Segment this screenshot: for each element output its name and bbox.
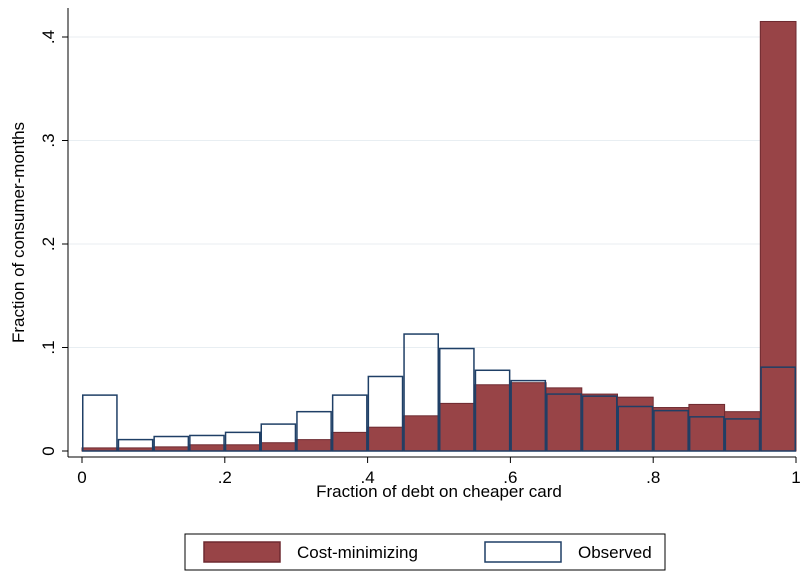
tick-marks: 0 .2 .4 .6 .8 1 0 .1 .2 .3 .4	[39, 30, 801, 487]
x-tick-label: .4	[361, 468, 375, 487]
bar-observed	[760, 366, 796, 452]
y-tick-label: 0	[39, 446, 58, 455]
y-tick-label: .1	[39, 340, 58, 354]
bar-cost-minimizing	[331, 431, 369, 452]
bar-cost-minimizing	[545, 387, 583, 452]
cost-minimizing-bars	[81, 20, 797, 452]
bar-observed	[260, 423, 297, 452]
bar-observed	[439, 347, 475, 452]
legend-swatch-observed	[484, 541, 562, 563]
bar-observed	[653, 409, 689, 452]
bar-observed	[474, 369, 511, 452]
bar-observed	[688, 416, 725, 452]
bar-observed	[296, 410, 332, 452]
bar-cost-minimizing	[759, 20, 797, 452]
bar-observed	[724, 418, 761, 452]
x-tick-label: 1	[791, 468, 800, 487]
bar-cost-minimizing	[688, 403, 726, 452]
bar-cost-minimizing	[295, 439, 333, 452]
y-tick-label: .3	[39, 133, 58, 147]
bar-cost-minimizing	[188, 444, 226, 452]
legend-swatch-cost-minimizing	[203, 541, 281, 563]
bar-observed	[581, 395, 618, 452]
grid-lines	[69, 36, 796, 348]
bar-observed	[117, 438, 154, 452]
x-tick-label: .8	[646, 468, 660, 487]
axes	[67, 8, 796, 458]
bar-observed	[331, 394, 368, 452]
bar-observed	[403, 333, 439, 452]
bar-observed	[189, 434, 225, 452]
bar-cost-minimizing	[224, 444, 262, 452]
bar-observed	[82, 394, 118, 452]
bar-observed	[546, 393, 582, 452]
bar-cost-minimizing	[509, 382, 547, 452]
bar-cost-minimizing	[617, 396, 654, 452]
legend-label-cost-minimizing: Cost-minimizing	[297, 543, 418, 562]
legend-label-observed: Observed	[578, 543, 652, 562]
bar-observed	[153, 435, 190, 452]
y-axis-title: Fraction of consumer-months	[9, 122, 28, 343]
bar-cost-minimizing	[652, 407, 690, 452]
bar-cost-minimizing	[260, 442, 297, 452]
y-tick-label: .2	[39, 237, 58, 251]
bar-cost-minimizing	[724, 411, 761, 452]
observed-bars	[82, 333, 796, 452]
x-axis-title: Fraction of debt on cheaper card	[316, 482, 562, 501]
bar-observed	[510, 379, 547, 452]
bar-cost-minimizing	[474, 384, 511, 452]
bar-cost-minimizing	[438, 402, 476, 452]
x-tick-label: 0	[77, 468, 86, 487]
y-tick-label: .4	[39, 30, 58, 44]
bar-cost-minimizing	[402, 415, 440, 452]
bar-observed	[367, 375, 404, 452]
bar-cost-minimizing	[367, 426, 404, 452]
x-tick-label: .6	[503, 468, 517, 487]
x-tick-label: .2	[218, 468, 232, 487]
bar-cost-minimizing	[581, 393, 618, 452]
bar-observed	[617, 405, 654, 452]
bar-observed	[224, 431, 261, 452]
legend: Cost-minimizing Observed	[184, 533, 666, 571]
